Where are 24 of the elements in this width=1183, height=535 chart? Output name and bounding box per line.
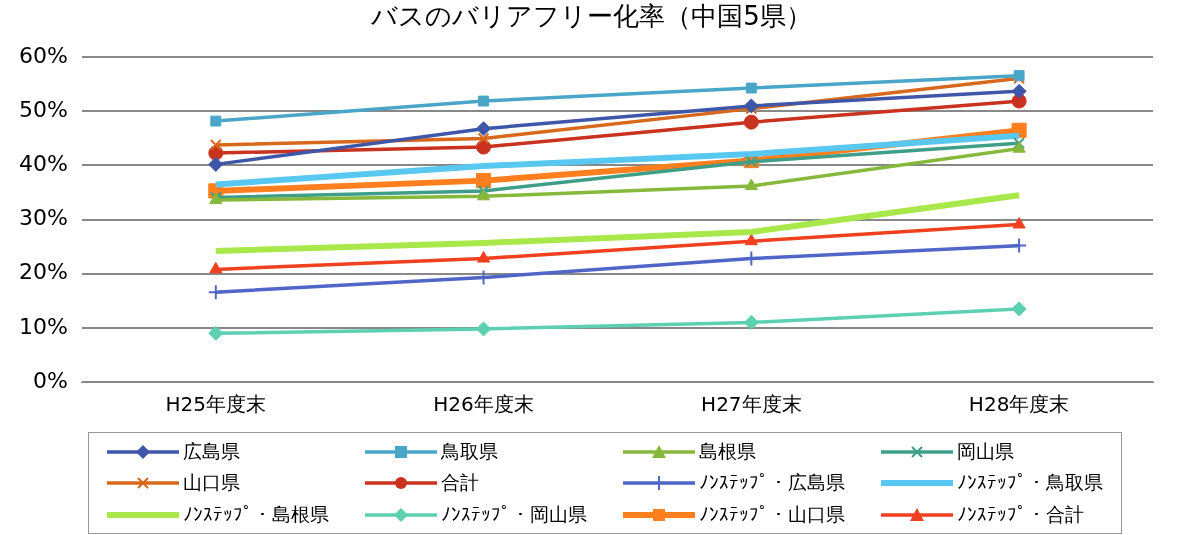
x-tick-label: H26年度末 [433, 392, 534, 417]
legend-label: 島根県 [699, 438, 756, 464]
legend-label: 合計 [441, 470, 479, 495]
legend-label: ﾉﾝｽﾃｯﾌﾟ・岡山県 [441, 501, 587, 527]
legend-label: ﾉﾝｽﾃｯﾌﾟ・鳥取県 [957, 470, 1103, 495]
y-tick-label: 10% [18, 313, 68, 339]
x-tick-label: H25年度末 [165, 392, 267, 417]
chart-title: バスのバリアフリー化率（中国5県） [370, 0, 813, 32]
legend-label: ﾉﾝｽﾃｯﾌﾟ・広島県 [699, 470, 845, 495]
x-tick-label: H28年度末 [968, 392, 1070, 417]
y-tick-label: 20% [18, 259, 68, 285]
y-tick-label: 50% [18, 97, 68, 123]
y-tick-label: 30% [18, 205, 68, 231]
legend-label: 山口県 [183, 470, 240, 495]
legend-label: 鳥取県 [441, 438, 498, 464]
y-tick-label: 40% [18, 151, 68, 177]
legend-label: ﾉﾝｽﾃｯﾌﾟ・山口県 [699, 501, 845, 527]
legend-label: ﾉﾝｽﾃｯﾌﾟ・島根県 [183, 501, 329, 527]
legend-label: 岡山県 [957, 438, 1014, 464]
y-tick-label: 60% [18, 42, 68, 68]
x-tick-label: H27年度末 [701, 392, 802, 417]
legend-label: 広島県 [183, 438, 240, 464]
legend-label: ﾉﾝｽﾃｯﾌﾟ・合計 [957, 501, 1084, 527]
y-tick-label: 0% [32, 367, 68, 393]
